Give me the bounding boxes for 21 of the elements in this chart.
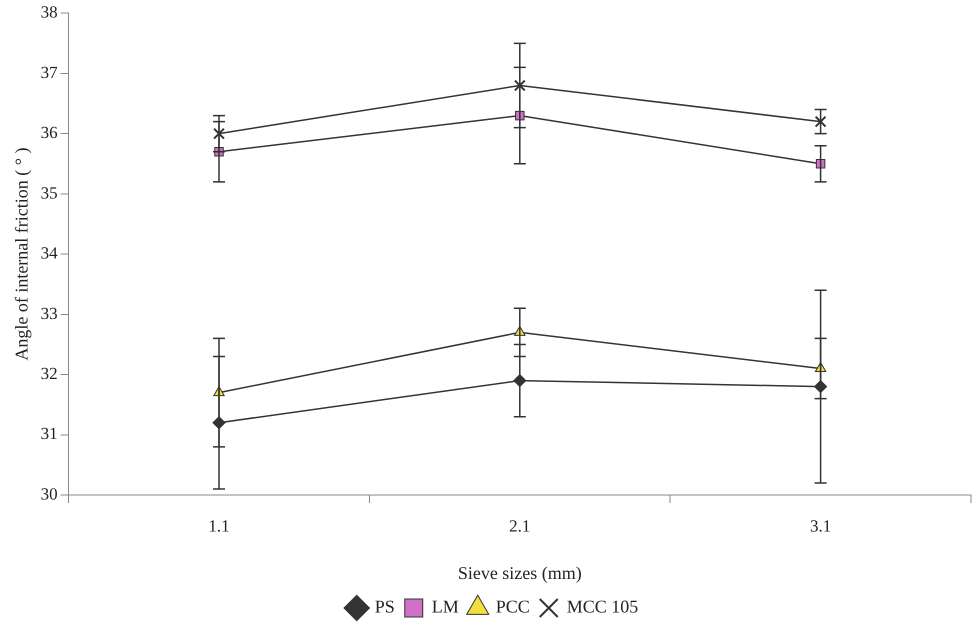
x-tick-label: 1.1 [208,516,230,536]
y-axis-title: Angle of internal friction ( ° ) [12,148,32,361]
y-tick-label: 36 [40,123,58,142]
legend-label: MCC 105 [566,596,638,617]
legend-label: LM [432,596,459,617]
y-tick-label: 37 [40,62,58,82]
y-tick-label: 32 [40,364,58,384]
x-axis-title: Sieve sizes (mm) [458,562,582,583]
legend-label: PS [374,596,395,617]
y-tick-label: 30 [40,484,58,504]
y-tick-label: 33 [40,304,58,323]
legend-label: PCC [496,596,530,617]
point [514,80,526,92]
y-tick-label: 38 [40,2,58,22]
y-tick-label: 35 [40,183,58,202]
point [213,128,225,140]
x-tick-label: 3.1 [810,516,832,536]
point [814,116,827,128]
y-tick-label: 31 [40,424,58,444]
y-tick-label: 34 [40,244,58,263]
x-tick-label: 2.1 [509,516,530,536]
